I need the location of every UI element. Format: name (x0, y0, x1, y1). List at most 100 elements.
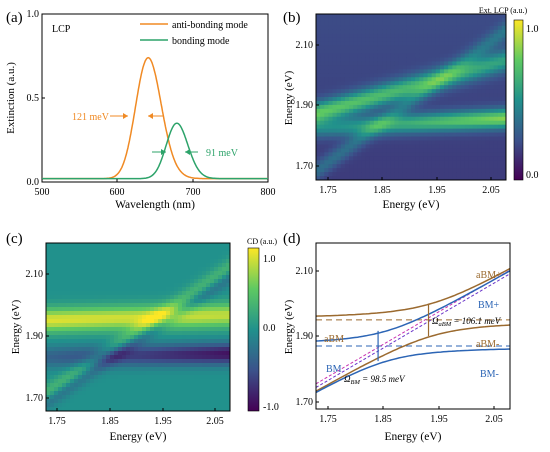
panel-b-heatmap-cell (344, 77, 350, 82)
panel-b-heatmap-cell (444, 148, 449, 153)
panel-c-heatmap-cell (98, 339, 103, 344)
panel-b-heatmap-cell (406, 14, 412, 19)
panel-c-heatmap-cell (226, 247, 230, 252)
panel-c-heatmap-cell (218, 311, 223, 316)
panel-b-heatmap-cell (439, 17, 445, 23)
panel-c-heatmap-cell (198, 295, 203, 300)
panel-b-heatmap-cell (344, 53, 350, 59)
panel-b-heatmap-cell (328, 49, 334, 55)
panel-c-heatmap-cell (114, 259, 119, 264)
panel-b-heatmap-cell (369, 77, 375, 82)
panel-c-heatmap-cell (158, 335, 163, 340)
panel-b-heatmap-cell (398, 41, 404, 47)
panel-b-heatmap-cell (411, 148, 416, 153)
panel-b-heatmap-cell (489, 53, 495, 59)
panel-b-heatmap-cell (464, 14, 470, 19)
panel-c-heatmap-cell (106, 299, 111, 304)
panel-b-heatmap-cell (344, 132, 350, 138)
panel-b-heatmap-cell (332, 140, 338, 146)
panel-b-heatmap-cell (481, 116, 486, 122)
panel-c-heatmap-cell (194, 407, 199, 411)
panel-c-heatmap-cell (74, 295, 79, 300)
panel-b-heatmap-cell (386, 100, 391, 106)
panel-b-heatmap-cell (328, 97, 334, 102)
panel-c-heatmap-cell (134, 407, 139, 411)
panel-c-heatmap-cell (174, 331, 179, 336)
panel-b-heatmap-cell (406, 97, 412, 102)
panel-b-heatmap-cell (501, 112, 506, 118)
panel-b-heatmap-cell (452, 104, 458, 110)
fwhm-91-label: 91 meV (206, 148, 239, 159)
panel-b-heatmap-cell (332, 25, 338, 31)
panel-c-heatmap-cell (50, 383, 55, 388)
panel-c-heatmap-cell (74, 307, 79, 312)
panel-b-heatmap-cell (328, 172, 334, 177)
panel-b-heatmap-cell (419, 61, 424, 66)
panel-c-heatmap-cell (50, 351, 55, 356)
panel-c-heatmap-cell (130, 255, 135, 260)
panel-c-heatmap-cell (90, 383, 95, 388)
panel-c-heatmap-cell (182, 295, 187, 300)
panel-c-heatmap-cell (158, 299, 163, 304)
panel-c-heatmap-cell (150, 267, 155, 272)
panel-b-heatmap-cell (406, 25, 412, 31)
panel-b-heatmap-cell (386, 120, 391, 126)
panel-c-heatmap-cell (82, 255, 87, 260)
panel-b-heatmap-cell (382, 128, 387, 134)
panel-b-heatmap-cell (340, 57, 346, 63)
panel-c-heatmap-cell (190, 379, 195, 384)
panel-c-heatmap-cell (170, 367, 175, 372)
panel-c-heatmap-cell (54, 307, 59, 312)
panel-c-heatmap-cell (134, 331, 139, 336)
panel-b-heatmap-cell (390, 136, 396, 142)
panel-c-heatmap-cell (162, 339, 167, 344)
panel-b-heatmap-cell (485, 57, 491, 63)
panel-b-heatmap-cell (406, 41, 412, 47)
panel-b-heatmap-cell (460, 45, 466, 51)
panel-b-heatmap-cell (361, 25, 367, 31)
panel-b-heatmap-cell (489, 128, 495, 134)
panel-c-heatmap-cell (222, 243, 227, 248)
panel-b-heatmap-cell (435, 140, 441, 146)
panel-b-heatmap-cell (431, 57, 437, 63)
panel-b-heatmap-cell (452, 61, 458, 66)
panel-c-heatmap-cell (46, 267, 51, 272)
panel-c-heatmap-cell (154, 335, 159, 340)
panel-c-heatmap-cell (194, 367, 199, 372)
panel-b-heatmap-cell (357, 132, 363, 138)
panel-c-heatmap-cell (50, 343, 55, 348)
panel-c-heatmap-cell (102, 303, 107, 308)
panel-c-heatmap-cell (66, 263, 71, 268)
panel-b-heatmap-cell (402, 172, 408, 177)
panel-c-heatmap-cell (142, 347, 147, 352)
panel-b-heatmap-cell (320, 65, 325, 70)
panel-c-heatmap-cell (114, 315, 119, 320)
panel-c-heatmap-cell (86, 323, 91, 328)
panel-c-heatmap-cell (94, 263, 99, 268)
panel-b-heatmap-cell (369, 33, 375, 39)
panel-c-heatmap-cell (118, 263, 123, 268)
panel-c-heatmap-cell (214, 387, 219, 392)
panel-b-heatmap-cell (444, 21, 449, 27)
panel-c-heatmap-cell (70, 407, 75, 411)
panel-c-heatmap-cell (70, 363, 75, 368)
panel-c-heatmap-cell (158, 283, 163, 288)
panel-c-heatmap-cell (186, 247, 191, 252)
panel-b-heatmap-cell (361, 176, 367, 180)
panel-c-heatmap-cell (130, 387, 135, 392)
panel-b-heatmap-cell (423, 176, 429, 180)
panel-b-heatmap-cell (444, 140, 449, 146)
panel-b-heatmap-cell (435, 152, 441, 157)
panel-c-heatmap-cell (54, 331, 59, 336)
panel-b-heatmap-cell (489, 14, 495, 19)
panel-c-heatmap-cell (122, 259, 127, 264)
panel-b-heatmap-cell (324, 25, 329, 31)
panel-b-heatmap-cell (357, 148, 363, 153)
panel-b-heatmap-cell (386, 112, 391, 118)
panel-b-heatmap-cell (448, 29, 453, 35)
panel-c-heatmap-cell (74, 315, 79, 320)
panel-c-heatmap-cell (142, 387, 147, 392)
panel-b-heatmap-cell (316, 14, 321, 19)
panel-b-heatmap-cell (320, 89, 325, 94)
panel-c-heatmap-cell (218, 263, 223, 268)
